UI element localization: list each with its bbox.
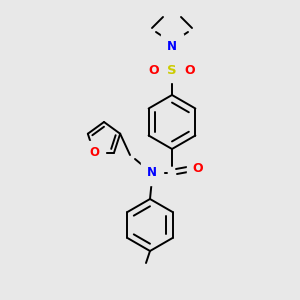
- Text: S: S: [167, 64, 177, 76]
- Text: N: N: [147, 167, 157, 179]
- Text: O: O: [193, 163, 203, 176]
- Text: O: O: [185, 64, 195, 76]
- Text: N: N: [167, 40, 177, 52]
- Text: O: O: [149, 64, 159, 76]
- Text: O: O: [89, 146, 99, 159]
